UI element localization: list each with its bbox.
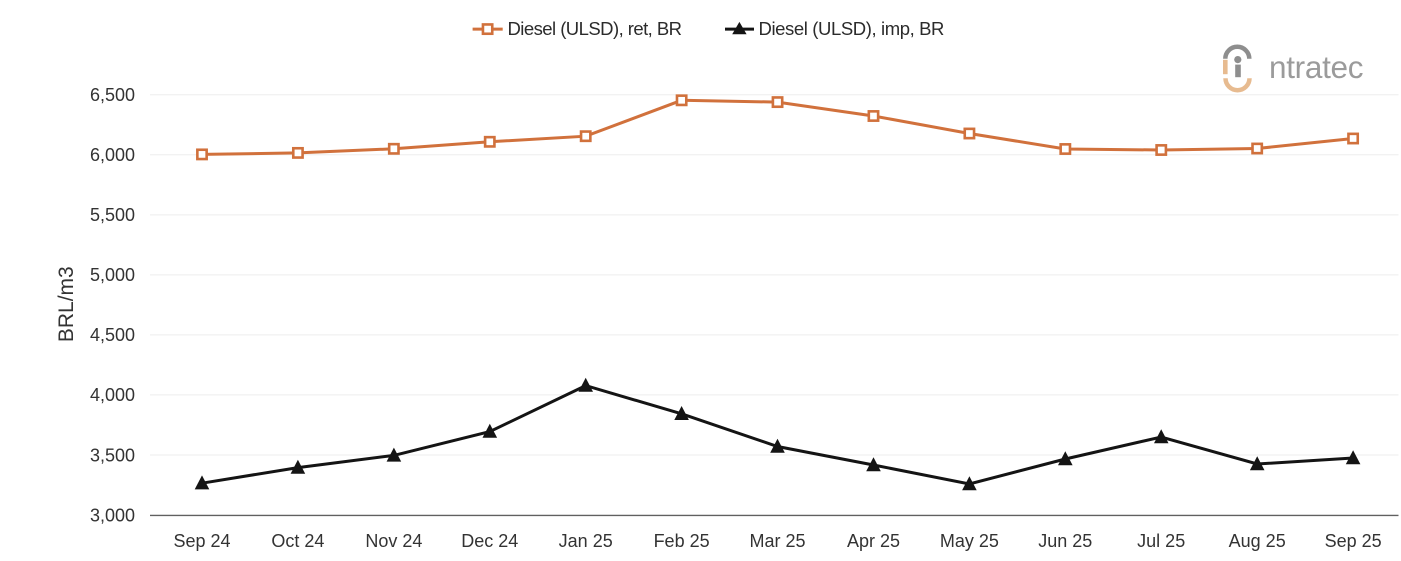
svg-text:5,000: 5,000 [90, 265, 135, 285]
svg-text:Dec 24: Dec 24 [461, 531, 518, 551]
svg-text:Oct 24: Oct 24 [271, 531, 324, 551]
svg-text:Jul 25: Jul 25 [1137, 531, 1185, 551]
svg-text:Jun 25: Jun 25 [1038, 531, 1092, 551]
svg-text:4,500: 4,500 [90, 325, 135, 345]
svg-text:Diesel (ULSD), ret, BR: Diesel (ULSD), ret, BR [508, 18, 682, 39]
svg-text:Diesel (ULSD), imp, BR: Diesel (ULSD), imp, BR [759, 18, 945, 39]
svg-text:Feb 25: Feb 25 [654, 531, 710, 551]
svg-text:Sep 24: Sep 24 [173, 531, 230, 551]
svg-text:ntratec: ntratec [1269, 49, 1363, 85]
svg-text:6,000: 6,000 [90, 145, 135, 165]
svg-text:Nov 24: Nov 24 [365, 531, 422, 551]
svg-text:4,000: 4,000 [90, 385, 135, 405]
svg-text:May 25: May 25 [940, 531, 999, 551]
svg-text:3,500: 3,500 [90, 445, 135, 465]
svg-text:Mar 25: Mar 25 [749, 531, 805, 551]
svg-text:BRL/m3: BRL/m3 [55, 266, 78, 342]
svg-text:Apr 25: Apr 25 [847, 531, 900, 551]
svg-text:Jan 25: Jan 25 [559, 531, 613, 551]
svg-text:6,500: 6,500 [90, 85, 135, 105]
svg-text:5,500: 5,500 [90, 205, 135, 225]
svg-text:Aug 25: Aug 25 [1229, 531, 1286, 551]
svg-text:Sep 25: Sep 25 [1325, 531, 1382, 551]
svg-text:3,000: 3,000 [90, 505, 135, 525]
